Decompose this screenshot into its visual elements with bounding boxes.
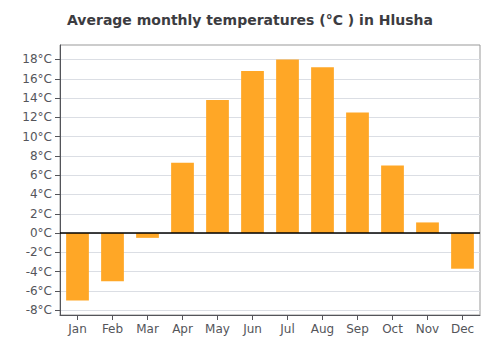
svg-text:8°C: 8°C xyxy=(30,149,52,163)
svg-text:Average monthly temperatures (: Average monthly temperatures (°C ) in Hl… xyxy=(67,12,433,28)
svg-text:12°C: 12°C xyxy=(22,110,52,124)
svg-text:Nov: Nov xyxy=(416,322,439,336)
svg-text:Apr: Apr xyxy=(172,322,193,336)
svg-text:Sep: Sep xyxy=(346,322,369,336)
svg-text:4°C: 4°C xyxy=(30,187,52,201)
svg-text:Oct: Oct xyxy=(382,322,403,336)
svg-text:0°C: 0°C xyxy=(30,226,52,240)
svg-text:10°C: 10°C xyxy=(22,130,52,144)
svg-text:-6°C: -6°C xyxy=(26,284,52,298)
svg-text:18°C: 18°C xyxy=(22,52,52,66)
svg-text:-2°C: -2°C xyxy=(26,245,52,259)
svg-text:Jun: Jun xyxy=(242,322,262,336)
svg-text:Dec: Dec xyxy=(451,322,474,336)
svg-text:May: May xyxy=(205,322,230,336)
svg-text:Jan: Jan xyxy=(67,322,87,336)
svg-text:Feb: Feb xyxy=(102,322,123,336)
svg-text:Jul: Jul xyxy=(279,322,294,336)
svg-text:14°C: 14°C xyxy=(22,91,52,105)
svg-text:2°C: 2°C xyxy=(30,207,52,221)
svg-text:-4°C: -4°C xyxy=(26,265,52,279)
svg-text:16°C: 16°C xyxy=(22,72,52,86)
svg-text:Aug: Aug xyxy=(311,322,334,336)
svg-text:-8°C: -8°C xyxy=(26,303,52,317)
svg-text:6°C: 6°C xyxy=(30,168,52,182)
svg-text:Mar: Mar xyxy=(136,322,159,336)
